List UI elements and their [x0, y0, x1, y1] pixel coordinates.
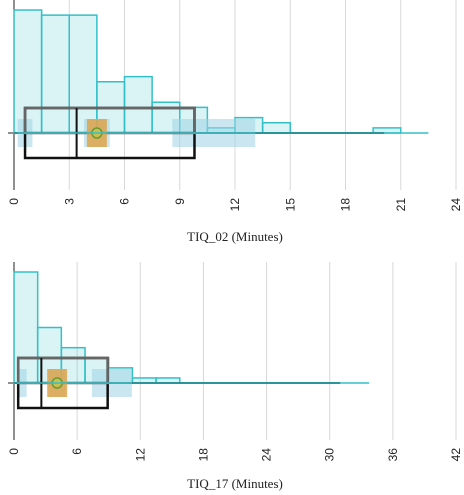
histogram-bar: [40, 14, 70, 134]
x-tick-label: 18: [196, 448, 210, 462]
histogram-bar: [13, 9, 43, 134]
x-tick-label: 18: [339, 198, 353, 212]
x-tick-label: 30: [323, 448, 337, 462]
x-tick-label: 15: [283, 198, 297, 212]
x-tick-label: 3: [62, 198, 76, 205]
x-tick-label: 9: [173, 198, 187, 205]
x-tick-label: 0: [7, 198, 21, 205]
histogram-bar: [261, 122, 291, 134]
x-axis-title: TIQ_17 (Minutes): [187, 476, 283, 491]
x-tick-label: 6: [118, 198, 132, 205]
x-tick-label: 0: [7, 448, 21, 455]
x-tick-label: 24: [449, 198, 463, 212]
x-tick-label: 36: [386, 448, 400, 462]
x-tick-label: 24: [260, 448, 274, 462]
x-tick-label: 12: [228, 198, 242, 212]
histogram-bar: [123, 75, 153, 134]
x-tick-label: 42: [449, 448, 463, 462]
x-tick-label: 12: [133, 448, 147, 462]
x-tick-label: 6: [70, 448, 84, 455]
x-axis-title: TIQ_02 (Minutes): [187, 229, 283, 244]
histogram-bar: [68, 14, 98, 134]
x-tick-label: 21: [394, 198, 408, 212]
